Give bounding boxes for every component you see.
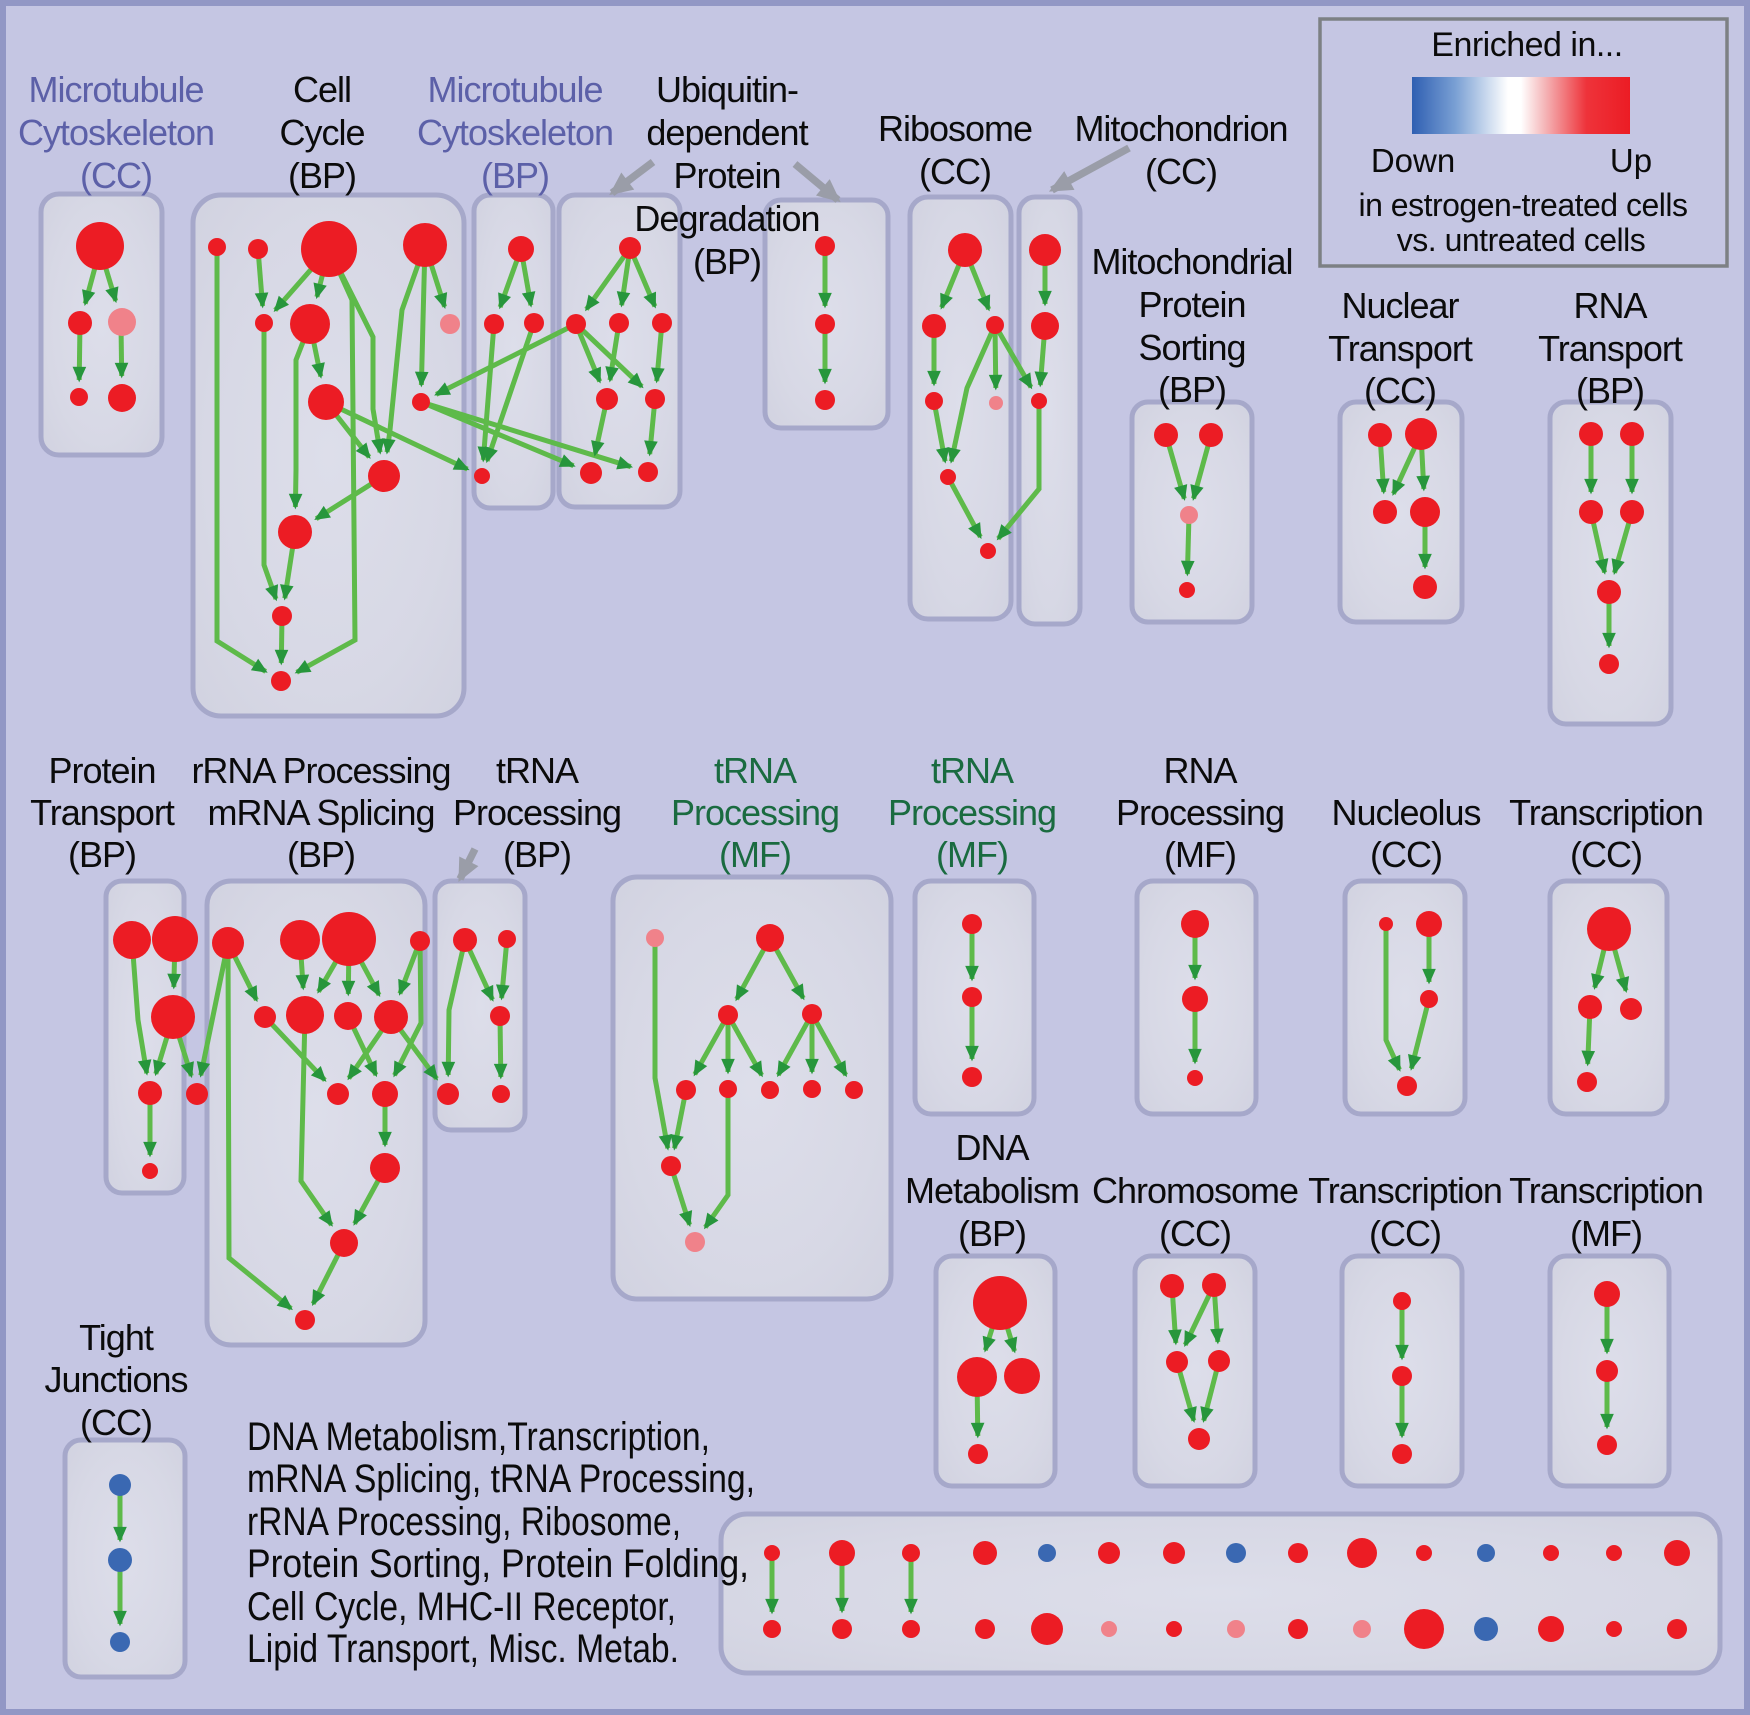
- svg-text:Cytoskeleton: Cytoskeleton: [417, 112, 613, 153]
- svg-text:(BP): (BP): [958, 1213, 1026, 1254]
- svg-text:Lipid Transport, Misc. Metab.: Lipid Transport, Misc. Metab.: [247, 1627, 679, 1671]
- svg-text:(BP): (BP): [1158, 369, 1226, 410]
- svg-text:(CC): (CC): [1364, 370, 1436, 411]
- svg-text:(CC): (CC): [80, 1402, 152, 1443]
- svg-text:mRNA Splicing, tRNA Processing: mRNA Splicing, tRNA Processing,: [247, 1457, 755, 1501]
- svg-text:rRNA Processing: rRNA Processing: [191, 750, 450, 791]
- svg-text:Processing: Processing: [671, 792, 839, 833]
- svg-text:Ribosome: Ribosome: [878, 108, 1032, 149]
- svg-text:Protein: Protein: [673, 155, 780, 196]
- svg-text:(BP): (BP): [481, 155, 549, 196]
- svg-text:(BP): (BP): [68, 834, 136, 875]
- svg-text:Tight: Tight: [79, 1317, 154, 1358]
- svg-text:(MF): (MF): [719, 834, 791, 875]
- svg-text:(CC): (CC): [1570, 834, 1642, 875]
- svg-text:mRNA Splicing: mRNA Splicing: [207, 792, 434, 833]
- svg-text:(BP): (BP): [693, 241, 761, 282]
- svg-text:Microtubule: Microtubule: [28, 69, 203, 110]
- svg-text:DNA: DNA: [955, 1127, 1029, 1168]
- svg-text:(MF): (MF): [1164, 834, 1236, 875]
- svg-text:Junctions: Junctions: [44, 1359, 187, 1400]
- svg-text:Metabolism: Metabolism: [905, 1170, 1079, 1211]
- svg-text:(CC): (CC): [1369, 1213, 1441, 1254]
- svg-text:(CC): (CC): [919, 151, 991, 192]
- svg-text:Processing: Processing: [1116, 792, 1284, 833]
- svg-text:rRNA Processing, Ribosome,: rRNA Processing, Ribosome,: [247, 1500, 681, 1544]
- svg-text:dependent: dependent: [646, 112, 808, 153]
- svg-text:vs. untreated cells: vs. untreated cells: [1397, 222, 1645, 258]
- svg-text:Cell: Cell: [293, 69, 351, 110]
- svg-text:Transcription: Transcription: [1308, 1170, 1502, 1211]
- svg-text:Nucleolus: Nucleolus: [1331, 792, 1480, 833]
- svg-text:(BP): (BP): [1576, 370, 1644, 411]
- svg-text:Protein: Protein: [48, 750, 155, 791]
- svg-text:Chromosome: Chromosome: [1092, 1170, 1298, 1211]
- svg-text:(CC): (CC): [1145, 151, 1217, 192]
- svg-text:tRNA: tRNA: [714, 750, 797, 791]
- svg-text:Up: Up: [1610, 142, 1652, 179]
- svg-text:RNA: RNA: [1573, 285, 1647, 326]
- svg-text:Cytoskeleton: Cytoskeleton: [18, 112, 214, 153]
- svg-text:(MF): (MF): [936, 834, 1008, 875]
- svg-text:Down: Down: [1371, 142, 1455, 179]
- svg-text:Transport: Transport: [1538, 328, 1683, 369]
- svg-text:(CC): (CC): [1370, 834, 1442, 875]
- svg-text:(BP): (BP): [503, 834, 571, 875]
- svg-text:Cell Cycle, MHC-II Receptor,: Cell Cycle, MHC-II Receptor,: [247, 1585, 676, 1629]
- svg-text:Transcription: Transcription: [1509, 792, 1703, 833]
- svg-text:Cycle: Cycle: [279, 112, 364, 153]
- svg-text:Transcription: Transcription: [1509, 1170, 1703, 1211]
- svg-text:Nuclear: Nuclear: [1341, 285, 1459, 326]
- svg-text:Enriched in...: Enriched in...: [1431, 26, 1622, 64]
- svg-text:Ubiquitin-: Ubiquitin-: [656, 69, 798, 110]
- svg-text:tRNA: tRNA: [931, 750, 1014, 791]
- svg-text:Transport: Transport: [30, 792, 175, 833]
- svg-text:Processing: Processing: [453, 792, 621, 833]
- svg-text:(CC): (CC): [1159, 1213, 1231, 1254]
- svg-text:(MF): (MF): [1570, 1213, 1642, 1254]
- svg-text:Processing: Processing: [888, 792, 1056, 833]
- svg-text:Protein Sorting, Protein Foldi: Protein Sorting, Protein Folding,: [247, 1542, 749, 1586]
- svg-text:in estrogen-treated cells: in estrogen-treated cells: [1358, 187, 1687, 223]
- svg-text:Microtubule: Microtubule: [427, 69, 602, 110]
- svg-text:RNA: RNA: [1163, 750, 1237, 791]
- svg-text:(BP): (BP): [288, 155, 356, 196]
- svg-text:tRNA: tRNA: [496, 750, 579, 791]
- svg-text:Protein: Protein: [1138, 284, 1245, 325]
- svg-text:Degradation: Degradation: [634, 198, 819, 239]
- svg-text:(BP): (BP): [287, 834, 355, 875]
- svg-text:Mitochondrial: Mitochondrial: [1091, 241, 1292, 282]
- svg-text:Transport: Transport: [1328, 328, 1473, 369]
- svg-text:DNA Metabolism,Transcription,: DNA Metabolism,Transcription,: [247, 1415, 710, 1459]
- svg-text:Sorting: Sorting: [1138, 327, 1245, 368]
- svg-text:(CC): (CC): [80, 155, 152, 196]
- svg-text:Mitochondrion: Mitochondrion: [1074, 108, 1287, 149]
